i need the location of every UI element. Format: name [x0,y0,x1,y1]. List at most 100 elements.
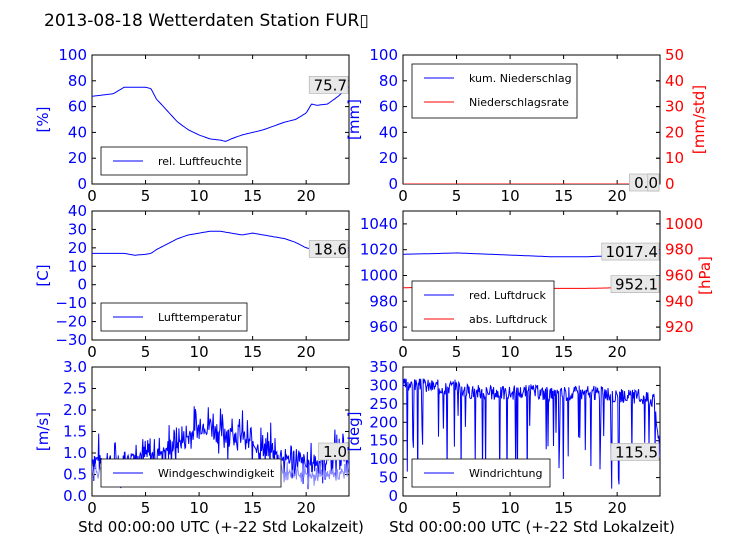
y-tick-label: −20 [55,313,87,331]
y-tick-label-right: 20 [665,123,684,141]
x-tick-label: 0 [87,343,97,361]
series-group [92,85,349,142]
x-tick-label: 15 [554,187,573,205]
legend-label: rel. Luftfeuchte [158,155,242,168]
legend-label: kum. Niederschlag [469,72,572,85]
y-tick-label: 40 [68,202,87,220]
last-value-box-right [647,173,660,192]
y-tick-label: 2.5 [63,380,87,398]
y-tick-label-right: 10 [665,149,684,167]
y-tick-label: 50 [379,469,398,487]
y-tick-label: 300 [369,376,398,394]
y-tick-label: 1040 [360,215,398,233]
y-tick-label-right: 1000 [665,215,703,233]
y-tick-label: 0 [388,175,398,193]
y-tick-label: 150 [369,432,398,450]
y-tick-label: 960 [369,318,398,336]
x-tick-label: 0 [87,499,97,517]
y-tick-label: 980 [369,292,398,310]
last-value-label-right: 0 [648,174,658,192]
y-tick-label: 1.5 [63,423,87,441]
x-tick-label: 20 [297,187,316,205]
y-tick-label: 30 [68,220,87,238]
x-tick-label: 5 [141,343,151,361]
y-tick-label: 20 [379,149,398,167]
y-tick-label-right: 50 [665,46,684,64]
y-tick-label: 40 [379,123,398,141]
y-tick-label: 1.0 [63,444,87,462]
y-axis-label: [deg] [345,412,363,452]
x-tick-label: 20 [608,187,627,205]
last-value-box [318,442,349,461]
y-axis-label-right: [hPa] [696,256,714,295]
last-value-box [308,76,349,94]
y-tick-label: 40 [68,123,87,141]
y-axis-label: [C] [34,264,52,286]
last-value-label: 18.6 [314,240,347,258]
series-line-windgeschwindigkeit [92,406,349,490]
y-tick-label-right: 920 [665,318,694,336]
x-tick-label: 5 [141,499,151,517]
legend-label: abs. Luftdruck [469,313,548,326]
panel-precip: 0 5 10 15 20 0 20 40 60 80 100 0 10 20 30 40 50 [mm] [mm/s… [345,46,708,205]
y-tick-label: 80 [379,72,398,90]
x-tick-label: 20 [608,343,627,361]
x-tick-label: 15 [554,499,573,517]
legend-label: Windgeschwindigkeit [158,467,275,480]
y-tick-label: 1000 [360,267,398,285]
x-tick-label: 15 [243,499,262,517]
y-tick-label: 80 [68,72,87,90]
y-tick-label: 0.0 [63,487,87,505]
y-tick-label: 1020 [360,241,398,259]
y-axis-label: [%] [34,107,52,133]
x-tick-label: 0 [398,187,408,205]
x-tick-label: 0 [87,187,97,205]
y-tick-label: 100 [369,46,398,64]
y-tick-label-right: 960 [665,267,694,285]
panel-temperature: 0 5 10 15 20−30−20−10010203040[C]18.6Lufttem… [34,202,350,361]
y-tick-label-right: 940 [665,292,694,310]
x-tick-label: 20 [297,343,316,361]
x-tick-label: 15 [554,343,573,361]
x-tick-label: 10 [501,343,520,361]
series-line-windrichtung [403,378,660,489]
last-value-box [610,443,660,461]
last-value-label: 75.7 [314,76,347,94]
y-tick-label: 2.0 [63,401,87,419]
y-axis-label: [m/s] [34,412,52,451]
x-tick-label: 10 [190,343,209,361]
panel-direction: 0 5 10 15 20050100150200250300350[deg]115.5W… [345,358,661,517]
series-line-rel--luftfeuchte [92,85,349,142]
y-tick-label-right: 30 [665,98,684,116]
x-tick-label: 10 [190,187,209,205]
x-tick-label: 5 [452,187,462,205]
x-tick-label: 0 [398,499,408,517]
last-value-label: 1.0 [323,443,347,461]
y-tick-label: 0.5 [63,466,87,484]
y-tick-label: 350 [369,358,398,376]
x-tick-label: 5 [141,187,151,205]
y-tick-label: 20 [68,149,87,167]
panel-wind: 0 5 10 15 20 0.0 0.5 1.0 1.5 2.0 2.5 3.0 [m/s] 1.0 Win… [34,358,350,517]
y-tick-label: 0 [77,175,87,193]
y-tick-label-right: 0 [665,175,675,193]
x-tick-label: 10 [190,499,209,517]
y-tick-label: 0 [388,487,398,505]
last-value-box [601,242,660,261]
y-tick-label: 20 [68,239,87,257]
figure-title: 2013-08-18 Wetterdaten Station FUR▯ [44,11,369,31]
series-line-lufttemperatur [92,230,349,256]
y-tick-label: 100 [58,46,87,64]
series-group [403,378,660,489]
last-value-label-right: 952.1 [615,276,658,294]
x-tick-label: 20 [297,499,316,517]
y-tick-label: −30 [55,331,87,349]
y-tick-label: −10 [55,294,87,312]
y-tick-label-right: 40 [665,72,684,90]
panel-pressure: 0 5 10 15 20 960 980 1000 1020 1040 920 940 960 980 10… [360,210,714,361]
x-tick-label: 5 [452,499,462,517]
x-tick-label: 5 [452,343,462,361]
last-value-label: 115.5 [615,443,658,461]
series-group [92,230,349,256]
x-tick-label: 15 [243,343,262,361]
